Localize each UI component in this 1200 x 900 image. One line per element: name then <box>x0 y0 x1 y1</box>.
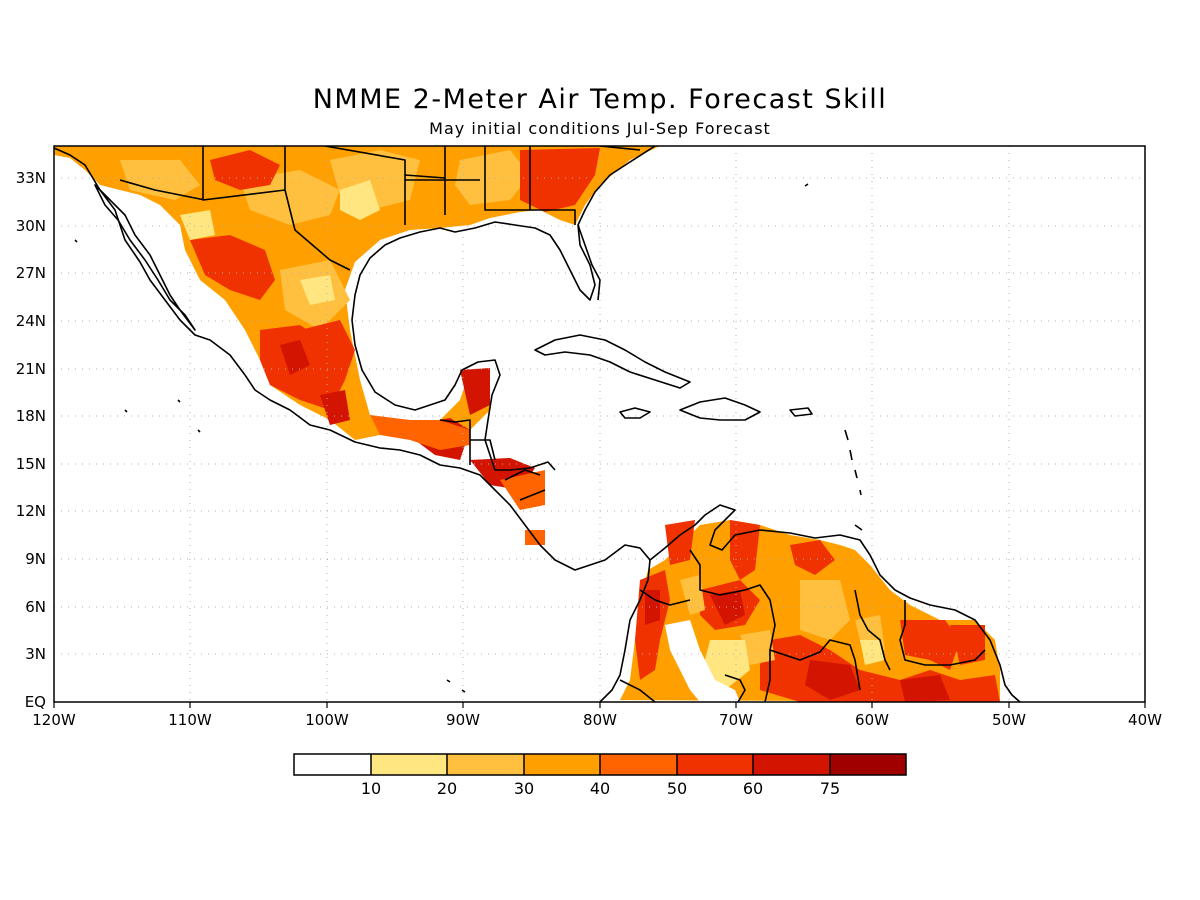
skill-shading <box>54 146 1000 702</box>
colorbar-label: 75 <box>820 779 840 798</box>
longitude-labels: 120W 110W 100W 90W 80W 70W 60W 50W 40W <box>32 711 1162 729</box>
colorbar-swatch <box>294 754 371 775</box>
colorbar-swatch <box>600 754 677 775</box>
lat-label: 21N <box>16 360 46 378</box>
lat-label: 6N <box>25 598 46 616</box>
colorbar-swatch <box>447 754 524 775</box>
colorbar-swatch <box>677 754 753 775</box>
map-subtitle: May initial conditions Jul-Sep Forecast <box>429 119 771 138</box>
lat-label: 27N <box>16 264 46 282</box>
lat-label: 30N <box>16 217 46 235</box>
latitude-labels: EQ 3N 6N 9N 12N 15N 18N 21N 24N 27N 30N … <box>16 169 46 711</box>
colorbar-label: 50 <box>667 779 687 798</box>
colorbar-label: 10 <box>361 779 381 798</box>
colorbar-label: 40 <box>590 779 610 798</box>
lat-label: 15N <box>16 455 46 473</box>
skill-region-mexico-dark <box>280 340 535 490</box>
lon-label: 110W <box>168 711 212 729</box>
colorbar-swatch <box>524 754 600 775</box>
skill-region-sa-dark <box>645 590 950 702</box>
colorbar-swatch <box>371 754 447 775</box>
lat-label: 33N <box>16 169 46 187</box>
skill-region-sa-light <box>680 575 885 665</box>
map-title: NMME 2-Meter Air Temp. Forecast Skill <box>312 84 888 115</box>
lon-label: 60W <box>855 711 889 729</box>
lon-label: 40W <box>1128 711 1162 729</box>
colorbar-swatch <box>830 754 906 775</box>
lon-label: 80W <box>583 711 617 729</box>
lat-label: 9N <box>25 550 46 568</box>
skill-region-sa-white <box>665 620 740 702</box>
lat-label: 24N <box>16 312 46 330</box>
lat-label: EQ <box>25 693 46 711</box>
lat-label: 12N <box>16 502 46 520</box>
colorbar-label: 60 <box>743 779 763 798</box>
lon-label: 50W <box>992 711 1026 729</box>
skill-region-light-yellow <box>180 180 380 305</box>
coastlines <box>54 146 1021 702</box>
lat-label: 18N <box>16 407 46 425</box>
lon-label: 90W <box>446 711 480 729</box>
lat-label: 3N <box>25 645 46 663</box>
colorbar-swatch <box>753 754 830 775</box>
skill-region-sa-yellow <box>700 640 885 690</box>
lon-label: 70W <box>719 711 753 729</box>
lon-label: 120W <box>32 711 76 729</box>
colorbar-label: 30 <box>514 779 534 798</box>
lon-label: 100W <box>305 711 349 729</box>
skill-region-yucatan <box>370 415 545 545</box>
colorbar-label: 20 <box>437 779 457 798</box>
colorbar: 10 20 30 40 50 60 75 <box>293 753 907 798</box>
axis-ticks <box>53 702 1146 708</box>
